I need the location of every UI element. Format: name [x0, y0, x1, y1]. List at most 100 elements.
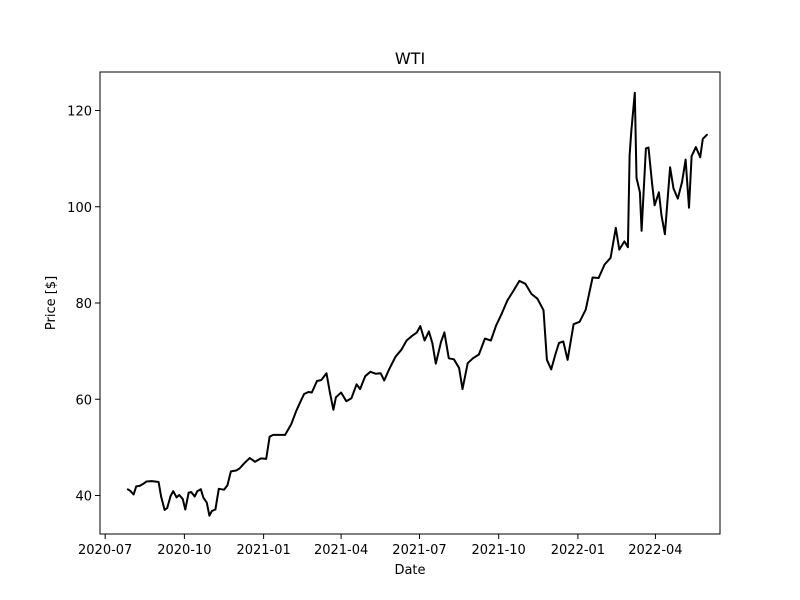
data-point: [478, 353, 480, 356]
data-point: [340, 391, 342, 394]
data-point: [699, 156, 701, 158]
y-axis: 40 60 80 100 120: [67, 105, 100, 505]
data-point: [702, 138, 704, 140]
data-point: [142, 483, 144, 485]
data-point: [690, 155, 693, 157]
y-tick-label: 120: [67, 105, 92, 120]
data-point: [278, 434, 280, 436]
data-point: [129, 489, 131, 492]
data-points: [126, 91, 708, 517]
data-point: [187, 491, 190, 494]
x-tick-label: 2022-04: [628, 543, 682, 558]
data-point: [630, 130, 633, 132]
x-tick-label: 2021-04: [314, 543, 368, 558]
data-point: [518, 280, 521, 282]
data-point: [554, 353, 557, 355]
data-point: [332, 409, 335, 411]
data-point: [453, 358, 455, 361]
data-point: [615, 227, 617, 229]
data-point: [681, 180, 683, 183]
data-point: [200, 488, 202, 491]
data-point: [684, 158, 687, 161]
data-point: [627, 246, 629, 248]
data-point: [175, 496, 178, 499]
data-point: [350, 397, 353, 400]
data-point: [335, 396, 337, 399]
chart-title: WTI: [395, 49, 425, 68]
data-point: [448, 357, 450, 360]
data-point: [181, 498, 184, 500]
y-tick-label: 80: [75, 297, 92, 312]
data-point: [512, 290, 515, 292]
data-point: [495, 324, 497, 327]
data-point: [202, 496, 205, 499]
data-point: [490, 339, 492, 342]
data-point: [178, 494, 180, 496]
data-point: [295, 410, 298, 412]
data-point: [166, 507, 168, 509]
data-point: [603, 263, 606, 266]
x-tick-label: 2021-01: [236, 543, 290, 558]
data-point: [359, 388, 361, 390]
data-point: [208, 514, 211, 517]
data-point: [706, 133, 708, 136]
data-point: [284, 434, 286, 436]
data-point: [223, 488, 225, 491]
data-point: [431, 342, 434, 345]
data-point: [653, 204, 656, 207]
data-point: [461, 388, 464, 390]
data-point: [566, 359, 569, 361]
data-point: [443, 331, 446, 334]
data-point: [307, 391, 310, 393]
data-point: [193, 495, 196, 498]
data-point: [160, 495, 162, 498]
data-point: [435, 362, 437, 365]
data-point: [206, 501, 208, 504]
data-point: [154, 480, 156, 483]
data-point: [546, 359, 548, 361]
data-point: [235, 469, 237, 472]
data-point: [423, 339, 426, 342]
data-point: [658, 191, 660, 194]
data-point: [163, 509, 166, 511]
data-point: [214, 508, 217, 511]
data-point: [238, 467, 241, 470]
data-point: [623, 240, 626, 243]
x-tick-label: 2021-07: [392, 543, 446, 558]
data-point: [660, 214, 663, 216]
data-point: [311, 391, 313, 394]
x-tick-label: 2021-10: [472, 543, 526, 558]
data-point: [536, 297, 539, 300]
data-point: [299, 402, 301, 404]
data-point: [184, 508, 187, 511]
data-point: [647, 146, 650, 149]
data-point: [645, 147, 647, 150]
data-point: [466, 362, 469, 365]
data-point: [609, 257, 612, 259]
data-point: [169, 495, 172, 497]
data-point: [320, 379, 323, 381]
data-point: [254, 461, 256, 463]
data-point: [218, 488, 220, 490]
data-point: [211, 510, 213, 512]
data-point: [135, 485, 137, 488]
data-point: [618, 248, 621, 251]
data-point: [695, 146, 697, 148]
data-point: [369, 371, 372, 373]
data-point: [688, 206, 690, 209]
data-point: [634, 91, 636, 94]
data-point: [672, 187, 675, 190]
data-point: [428, 330, 430, 333]
data-point: [126, 488, 129, 491]
data-point: [268, 436, 271, 438]
data-point: [325, 372, 328, 375]
data-point: [345, 400, 348, 403]
data-point: [243, 462, 246, 464]
data-point: [388, 368, 391, 370]
data-point: [677, 197, 679, 200]
series-line: [127, 91, 708, 517]
data-point: [562, 340, 565, 343]
x-tick-label: 2022-01: [551, 543, 605, 558]
